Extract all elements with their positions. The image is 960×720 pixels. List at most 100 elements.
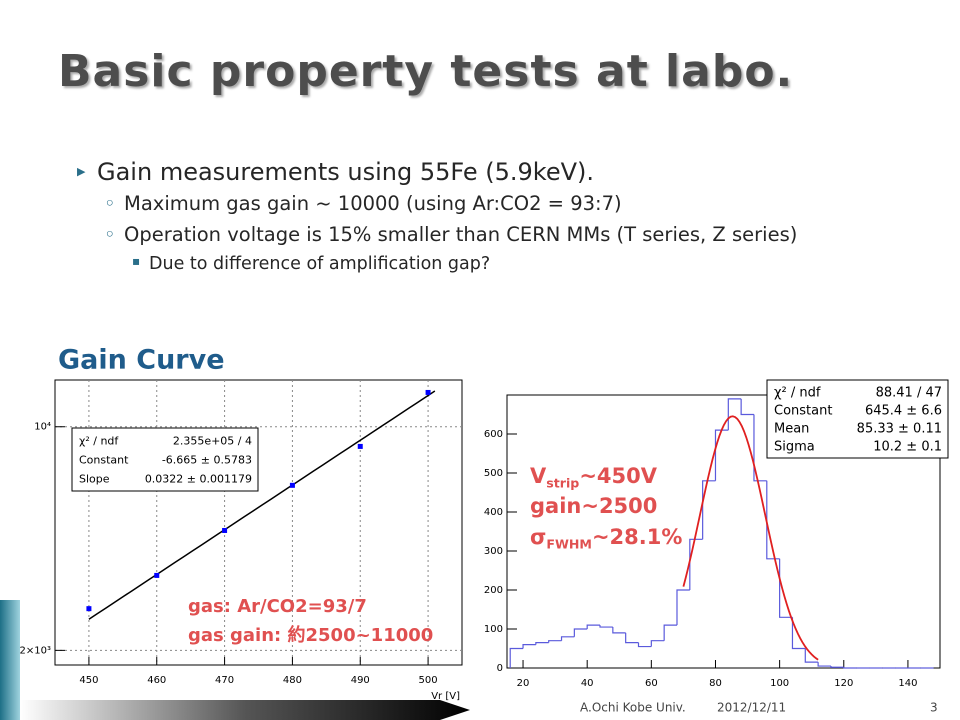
stats-value: 88.41 / 47 — [876, 386, 942, 401]
histogram-bin — [804, 648, 819, 663]
y-tick-label: 600 — [484, 429, 503, 440]
y-tick-label: 400 — [484, 507, 503, 518]
histogram-bin — [560, 636, 575, 641]
stats-box — [766, 379, 949, 459]
histogram-bin — [753, 414, 767, 482]
bullet: Gain measurements using 55Fe (5.9keV). — [77, 158, 897, 186]
slide-title: Basic property tests at labo. — [58, 46, 794, 97]
bullet: Operation voltage is 15% smaller than CE… — [104, 223, 829, 247]
histogram-bin — [535, 642, 549, 645]
annotation-subscript: strip — [546, 475, 579, 490]
stats-value: 2.355e+05 / 4 — [173, 435, 252, 448]
x-tick-label: 120 — [834, 678, 853, 689]
histogram-bin — [637, 642, 652, 648]
histogram-bin — [599, 625, 613, 628]
bullet: Due to difference of amplification gap? — [132, 254, 849, 274]
stats-value: 10.2 ± 0.1 — [873, 440, 942, 455]
y-tick-label: 10⁴ — [34, 422, 51, 433]
annotation: σFWHM~28.1% — [530, 525, 682, 551]
histogram-bin — [650, 640, 665, 647]
stats-box — [71, 427, 259, 492]
histogram-bin — [612, 627, 626, 634]
data-point — [357, 443, 363, 449]
stats-label: Sigma — [774, 440, 815, 455]
decoration — [20, 700, 470, 720]
histogram-bin — [830, 666, 844, 668]
annotation-subscript: FWHM — [546, 536, 592, 551]
annotation-text: V — [530, 464, 547, 488]
annotation: gas gain: 約2500~11000 — [188, 624, 433, 646]
histogram-bin — [702, 480, 716, 540]
x-tick-label: 450 — [79, 675, 98, 686]
histogram-bin — [689, 538, 703, 590]
x-tick-label: 480 — [283, 675, 302, 686]
y-tick-label: 300 — [484, 546, 503, 557]
y-tick-label: 100 — [484, 624, 503, 635]
data-point — [289, 482, 295, 488]
annotation-text: ~450V — [579, 464, 657, 488]
x-tick-label: 60 — [645, 678, 658, 689]
annotation-text: gas gain: 約2500~11000 — [188, 624, 433, 646]
x-tick-label: 80 — [709, 678, 722, 689]
page-number: 3 — [930, 701, 938, 715]
fit-curve — [682, 415, 819, 661]
stats-label: Slope — [79, 473, 110, 486]
histogram-bin — [509, 647, 524, 668]
y-tick-label: 0 — [497, 663, 503, 674]
decoration — [0, 600, 20, 720]
histogram-bin — [843, 667, 857, 669]
stats-label: χ² / ndf — [79, 435, 119, 448]
x-tick-label: 100 — [770, 678, 789, 689]
footer-author: A.Ochi Kobe Univ. — [580, 701, 686, 715]
data-point — [154, 572, 160, 578]
x-tick-label: 490 — [351, 675, 370, 686]
x-tick-label: 40 — [581, 678, 594, 689]
y-tick-label: 200 — [484, 585, 503, 596]
data-point — [425, 389, 431, 395]
x-tick-label: 500 — [419, 675, 438, 686]
histogram-bin — [663, 624, 677, 641]
annotation-text: σ — [530, 525, 546, 549]
histogram-bin — [714, 429, 729, 481]
stats-label: Mean — [774, 422, 809, 437]
fit-line — [88, 390, 436, 620]
histogram-bin — [791, 617, 806, 650]
annotation: gas: Ar/CO2=93/7 — [188, 596, 367, 617]
x-tick-label: 20 — [517, 678, 530, 689]
histogram-bin — [676, 589, 690, 626]
data-point — [222, 527, 228, 533]
annotation-text: gas: Ar/CO2=93/7 — [188, 596, 367, 617]
histogram-bin — [573, 628, 588, 637]
stats-value: 0.0322 ± 0.001179 — [145, 473, 252, 486]
x-tick-label: 140 — [898, 678, 917, 689]
stats-value: -6.665 ± 0.5783 — [162, 454, 252, 467]
stats-label: Constant — [79, 454, 129, 467]
histogram-bin — [625, 632, 639, 644]
annotation: Vstrip~450V — [530, 464, 658, 490]
y-tick-label: 500 — [484, 468, 503, 479]
plot-area — [54, 379, 463, 666]
histogram-bin — [586, 624, 601, 629]
x-axis-label: Vr [V] — [431, 691, 460, 702]
histogram-bin — [548, 640, 562, 643]
data-point — [86, 606, 92, 612]
chart-title: Gain Curve — [58, 345, 225, 376]
histogram-bin — [740, 398, 754, 416]
stats-value: 645.4 ± 6.6 — [865, 404, 942, 419]
x-tick-label: 460 — [147, 675, 166, 686]
footer-date: 2012/12/11 — [717, 701, 786, 715]
stats-label: χ² / ndf — [774, 386, 821, 401]
histogram-bin — [522, 644, 536, 649]
x-tick-label: 470 — [215, 675, 234, 686]
bullet-list: Gain measurements using 55Fe (5.9keV). Ma… — [0, 158, 897, 274]
annotation: gain~2500 — [530, 494, 657, 518]
stats-value: 85.33 ± 0.11 — [857, 422, 942, 437]
stats-label: Constant — [774, 404, 832, 419]
bullet: Maximum gas gain ~ 10000 (using Ar:CO2 =… — [104, 192, 829, 216]
histogram-bin — [817, 662, 831, 667]
annotation-text: gain~2500 — [530, 494, 657, 518]
y-tick-label: 2×10³ — [20, 645, 51, 656]
annotation-text: ~28.1% — [592, 525, 682, 549]
